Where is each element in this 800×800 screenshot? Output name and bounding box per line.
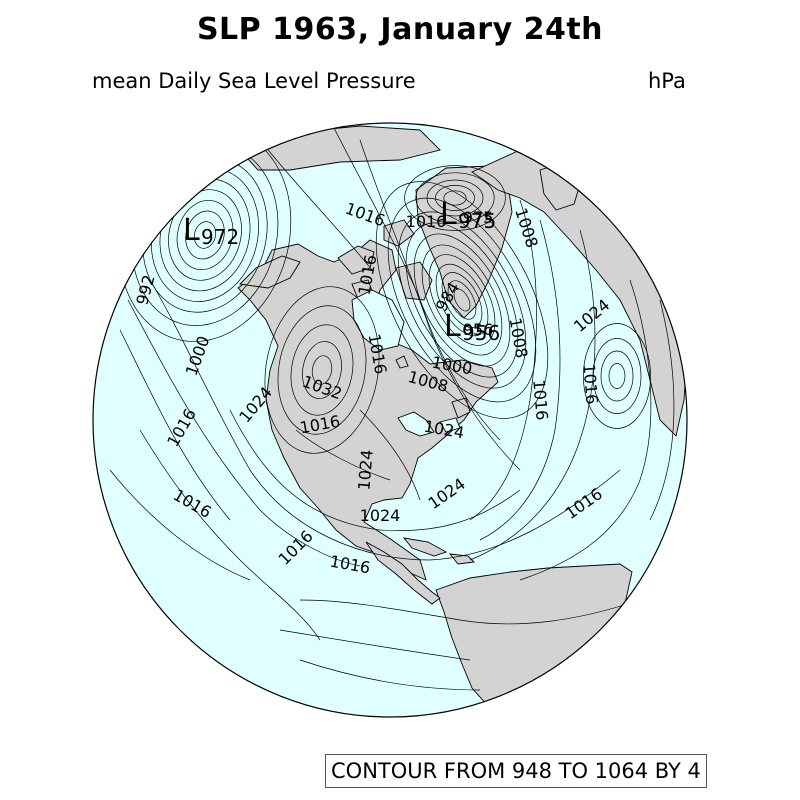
contour-label: 1024 [354, 449, 376, 491]
contour-label: 1016 [529, 379, 551, 421]
isobar-line-10 [479, 219, 561, 541]
land-central-america [365, 541, 441, 605]
isobar-continental-high-2 [290, 324, 354, 416]
map-title: SLP 1963, January 24th [196, 12, 604, 47]
low-center-value: 956 [462, 321, 500, 345]
isobar-line-6 [329, 123, 501, 441]
globe-outline [92, 122, 688, 718]
isobar-labrador-low-5 [421, 244, 503, 356]
isobar-labrador-low-7 [405, 222, 519, 378]
isobar-greenland-low-4 [404, 165, 506, 231]
isobar-line-7 [359, 139, 521, 471]
isobar-greenland-low-3 [415, 172, 495, 224]
isobar-greenland-low-0 [443, 190, 467, 206]
water-gulf-of-st-lawrence [439, 417, 461, 433]
isobar-line-14 [299, 599, 641, 625]
isobar-continental-high-1 [302, 341, 342, 399]
isobar-labrador-low-10 [375, 181, 549, 419]
isobar-line-13 [649, 299, 675, 521]
isobar-line-12 [519, 279, 652, 581]
isobar-line-18 [295, 429, 391, 481]
land-hispaniola [448, 553, 475, 565]
isobar-continental-high-4 [264, 286, 380, 454]
isobar-line-17 [359, 409, 421, 501]
contour-label: 975 [463, 208, 494, 227]
low-center-value: 975 [458, 209, 496, 233]
isobar-labrador-low-3 [435, 263, 489, 337]
isobar-greenland-low-1 [435, 185, 475, 211]
contour-label: 1016 [579, 363, 601, 405]
land-cuba [402, 537, 448, 557]
isobar-labrador-low-0 [453, 288, 471, 312]
isobar-aleutian-low-3 [168, 189, 242, 281]
contour-label: 1016 [406, 212, 447, 231]
isobar-continental-high-0 [311, 355, 333, 385]
land-alaska-siberia [239, 255, 301, 289]
isobar-labrador-low-1 [447, 280, 477, 320]
field-name: mean Daily Sea Level Pressure [92, 69, 416, 93]
isobar-line-16 [299, 659, 481, 691]
land-arctic-islands-1 [337, 245, 375, 275]
isobar-continental-high-3 [277, 305, 367, 435]
contour-info-box: CONTOUR FROM 948 TO 1064 BY 4 [325, 754, 707, 788]
water-hudson-bay [351, 289, 405, 351]
contour-label: 956 [463, 320, 494, 339]
water-great-lakes [397, 411, 435, 437]
isobar-line-15 [279, 629, 471, 661]
isobar-greenland-low-2 [426, 179, 484, 217]
isobar-line-1 [127, 299, 361, 567]
isobar-line-9 [469, 199, 537, 521]
isobar-line-11 [469, 229, 596, 561]
units-label: hPa [648, 69, 686, 93]
isobar-contours [109, 123, 675, 691]
isobar-line-5 [229, 409, 521, 531]
land-hudson-bay-islands [395, 355, 409, 369]
isobar-line-8 [259, 139, 373, 271]
isobar-labrador-low-8 [397, 211, 527, 389]
low-center-value: 972 [201, 225, 239, 249]
isobar-atlantic-high-3 [583, 323, 651, 429]
low-center-letter: L [440, 197, 457, 232]
contour-label: 1024 [360, 506, 401, 525]
isobar-line-2 [149, 279, 621, 561]
isobar-line-3 [139, 429, 321, 641]
isobar-labrador-low-4 [428, 254, 496, 346]
isobar-labrador-low-9 [387, 197, 537, 403]
low-center-letter: L [444, 309, 461, 344]
isobar-aleutian-low-2 [176, 200, 234, 270]
isobar-atlantic-high-0 [608, 363, 626, 389]
low-center-letter: L [183, 213, 200, 248]
isobar-labrador-low-6 [413, 233, 511, 367]
isobar-aleutian-low-0 [193, 221, 217, 249]
isobar-line-4 [109, 469, 251, 581]
isobar-labrador-low-2 [441, 272, 483, 328]
isobar-aleutian-low-1 [185, 210, 225, 260]
land-newfoundland [451, 397, 471, 419]
isobar-line-0 [119, 329, 231, 521]
land-baffin-island [395, 261, 433, 301]
isobar-atlantic-high-1 [600, 350, 634, 402]
